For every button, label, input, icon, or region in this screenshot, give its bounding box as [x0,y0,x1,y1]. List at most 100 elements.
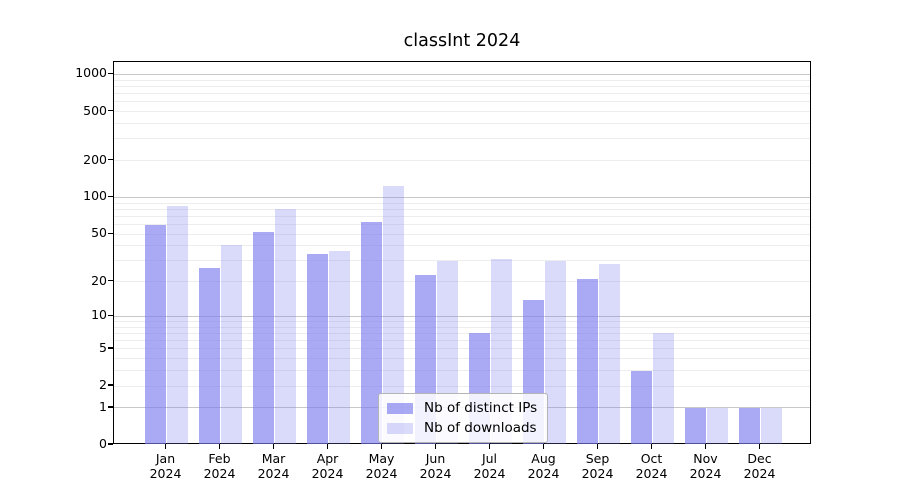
x-tick-label: Apr 2024 [311,451,344,481]
gridline-minor [114,208,810,210]
y-tick-label: 1 [99,398,107,414]
x-tick-label: Jan 2024 [149,451,182,481]
gridline-major [114,196,810,199]
gridlines-layer [114,62,810,443]
gridline-minor [114,340,810,342]
gridline-minor [114,85,810,87]
gridline-minor [114,332,810,334]
legend: Nb of distinct IPs Nb of downloads [378,393,549,443]
gridline-minor [114,326,810,328]
gridline-minor [114,160,810,162]
bar-downloads-jan [166,206,189,444]
gridline-minor [114,123,810,124]
gridline-minor [114,224,810,225]
x-tick-mark [272,444,275,449]
bar-distinct-ips-jan [144,224,167,444]
gridline-minor [114,321,810,322]
bar-distinct-ips-oct [630,370,653,444]
gridline-minor [114,93,810,95]
x-tick-mark [596,444,599,449]
bar-downloads-feb [220,244,243,444]
y-tick-label: 1000 [75,65,107,81]
gridline-minor [114,215,810,217]
gridline-minor [114,385,810,387]
gridline-minor [114,101,810,103]
bar-downloads-aug [544,260,567,444]
gridline-minor [114,79,810,81]
legend-item-downloads: Nb of downloads [387,420,537,436]
y-tick-label: 50 [91,225,107,241]
y-tick-label: 2 [99,377,107,393]
x-tick-mark [218,444,221,449]
bar-distinct-ips-mar [252,232,275,444]
bar-distinct-ips-sep [576,279,599,444]
y-tick-mark [108,232,113,234]
legend-label-downloads: Nb of downloads [424,420,537,436]
x-tick-mark [542,444,545,449]
y-tick-mark [108,443,113,445]
y-tick-mark [108,195,113,198]
y-tick-label: 100 [83,188,107,204]
chart-title: classInt 2024 [403,31,521,51]
legend-label-distinct-ips: Nb of distinct IPs [424,400,538,416]
bar-downloads-may [382,185,405,444]
y-tick-mark [108,109,113,112]
legend-item-distinct-ips: Nb of distinct IPs [387,400,537,416]
y-tick-label: 500 [83,102,107,118]
x-tick-label: Sep 2024 [581,451,614,481]
x-tick-mark [488,444,491,449]
y-tick-label: 200 [83,151,107,167]
y-tick-mark [108,406,113,408]
y-tick-label: 10 [91,307,107,323]
bar-downloads-nov [706,407,729,444]
x-tick-mark [434,444,437,449]
plot-area: Nb of distinct IPs Nb of downloads [113,61,811,444]
y-tick-mark [108,314,113,317]
gridline-minor [114,281,810,283]
bar-distinct-ips-feb [198,268,221,444]
gridline-minor [114,245,810,247]
legend-swatch-downloads-icon [387,422,413,434]
x-tick-label: May 2024 [365,451,398,481]
x-tick-mark [650,444,653,449]
bar-distinct-ips-nov [684,407,707,444]
x-tick-mark [380,444,383,449]
bar-downloads-dec [760,407,783,444]
x-tick-mark [326,444,329,449]
legend-swatch-distinct-ips-icon [387,402,413,414]
x-tick-label: Feb 2024 [203,451,236,481]
bar-downloads-mar [274,209,297,444]
x-tick-label: Dec 2024 [743,451,776,481]
gridline-minor [114,138,810,140]
x-tick-label: Oct 2024 [635,451,668,481]
y-tick-mark [108,72,113,75]
y-tick-mark [108,384,113,386]
y-tick-mark [108,347,113,349]
gridline-minor [114,370,810,372]
gridline-minor [114,111,810,113]
gridline-minor [114,202,810,204]
x-tick-label: Mar 2024 [257,451,290,481]
bar-distinct-ips-dec [738,407,761,444]
bar-downloads-oct [652,333,675,444]
x-tick-label: Aug 2024 [527,451,560,481]
bar-distinct-ips-may [360,221,383,444]
gridline-major [114,73,810,76]
x-tick-mark [164,444,167,449]
x-tick-label: Nov 2024 [689,451,722,481]
y-tick-label: 5 [99,339,107,355]
bar-distinct-ips-apr [306,254,329,444]
y-tick-label: 0 [99,436,107,451]
gridline-minor [114,358,810,360]
x-tick-mark [704,444,707,449]
y-tick-label: 20 [91,272,107,288]
bar-downloads-sep [598,264,621,444]
x-tick-label: Jun 2024 [419,451,452,481]
y-tick-mark [108,280,113,282]
x-tick-mark [758,444,761,449]
y-tick-mark [108,158,113,161]
gridline-minor [114,348,810,350]
